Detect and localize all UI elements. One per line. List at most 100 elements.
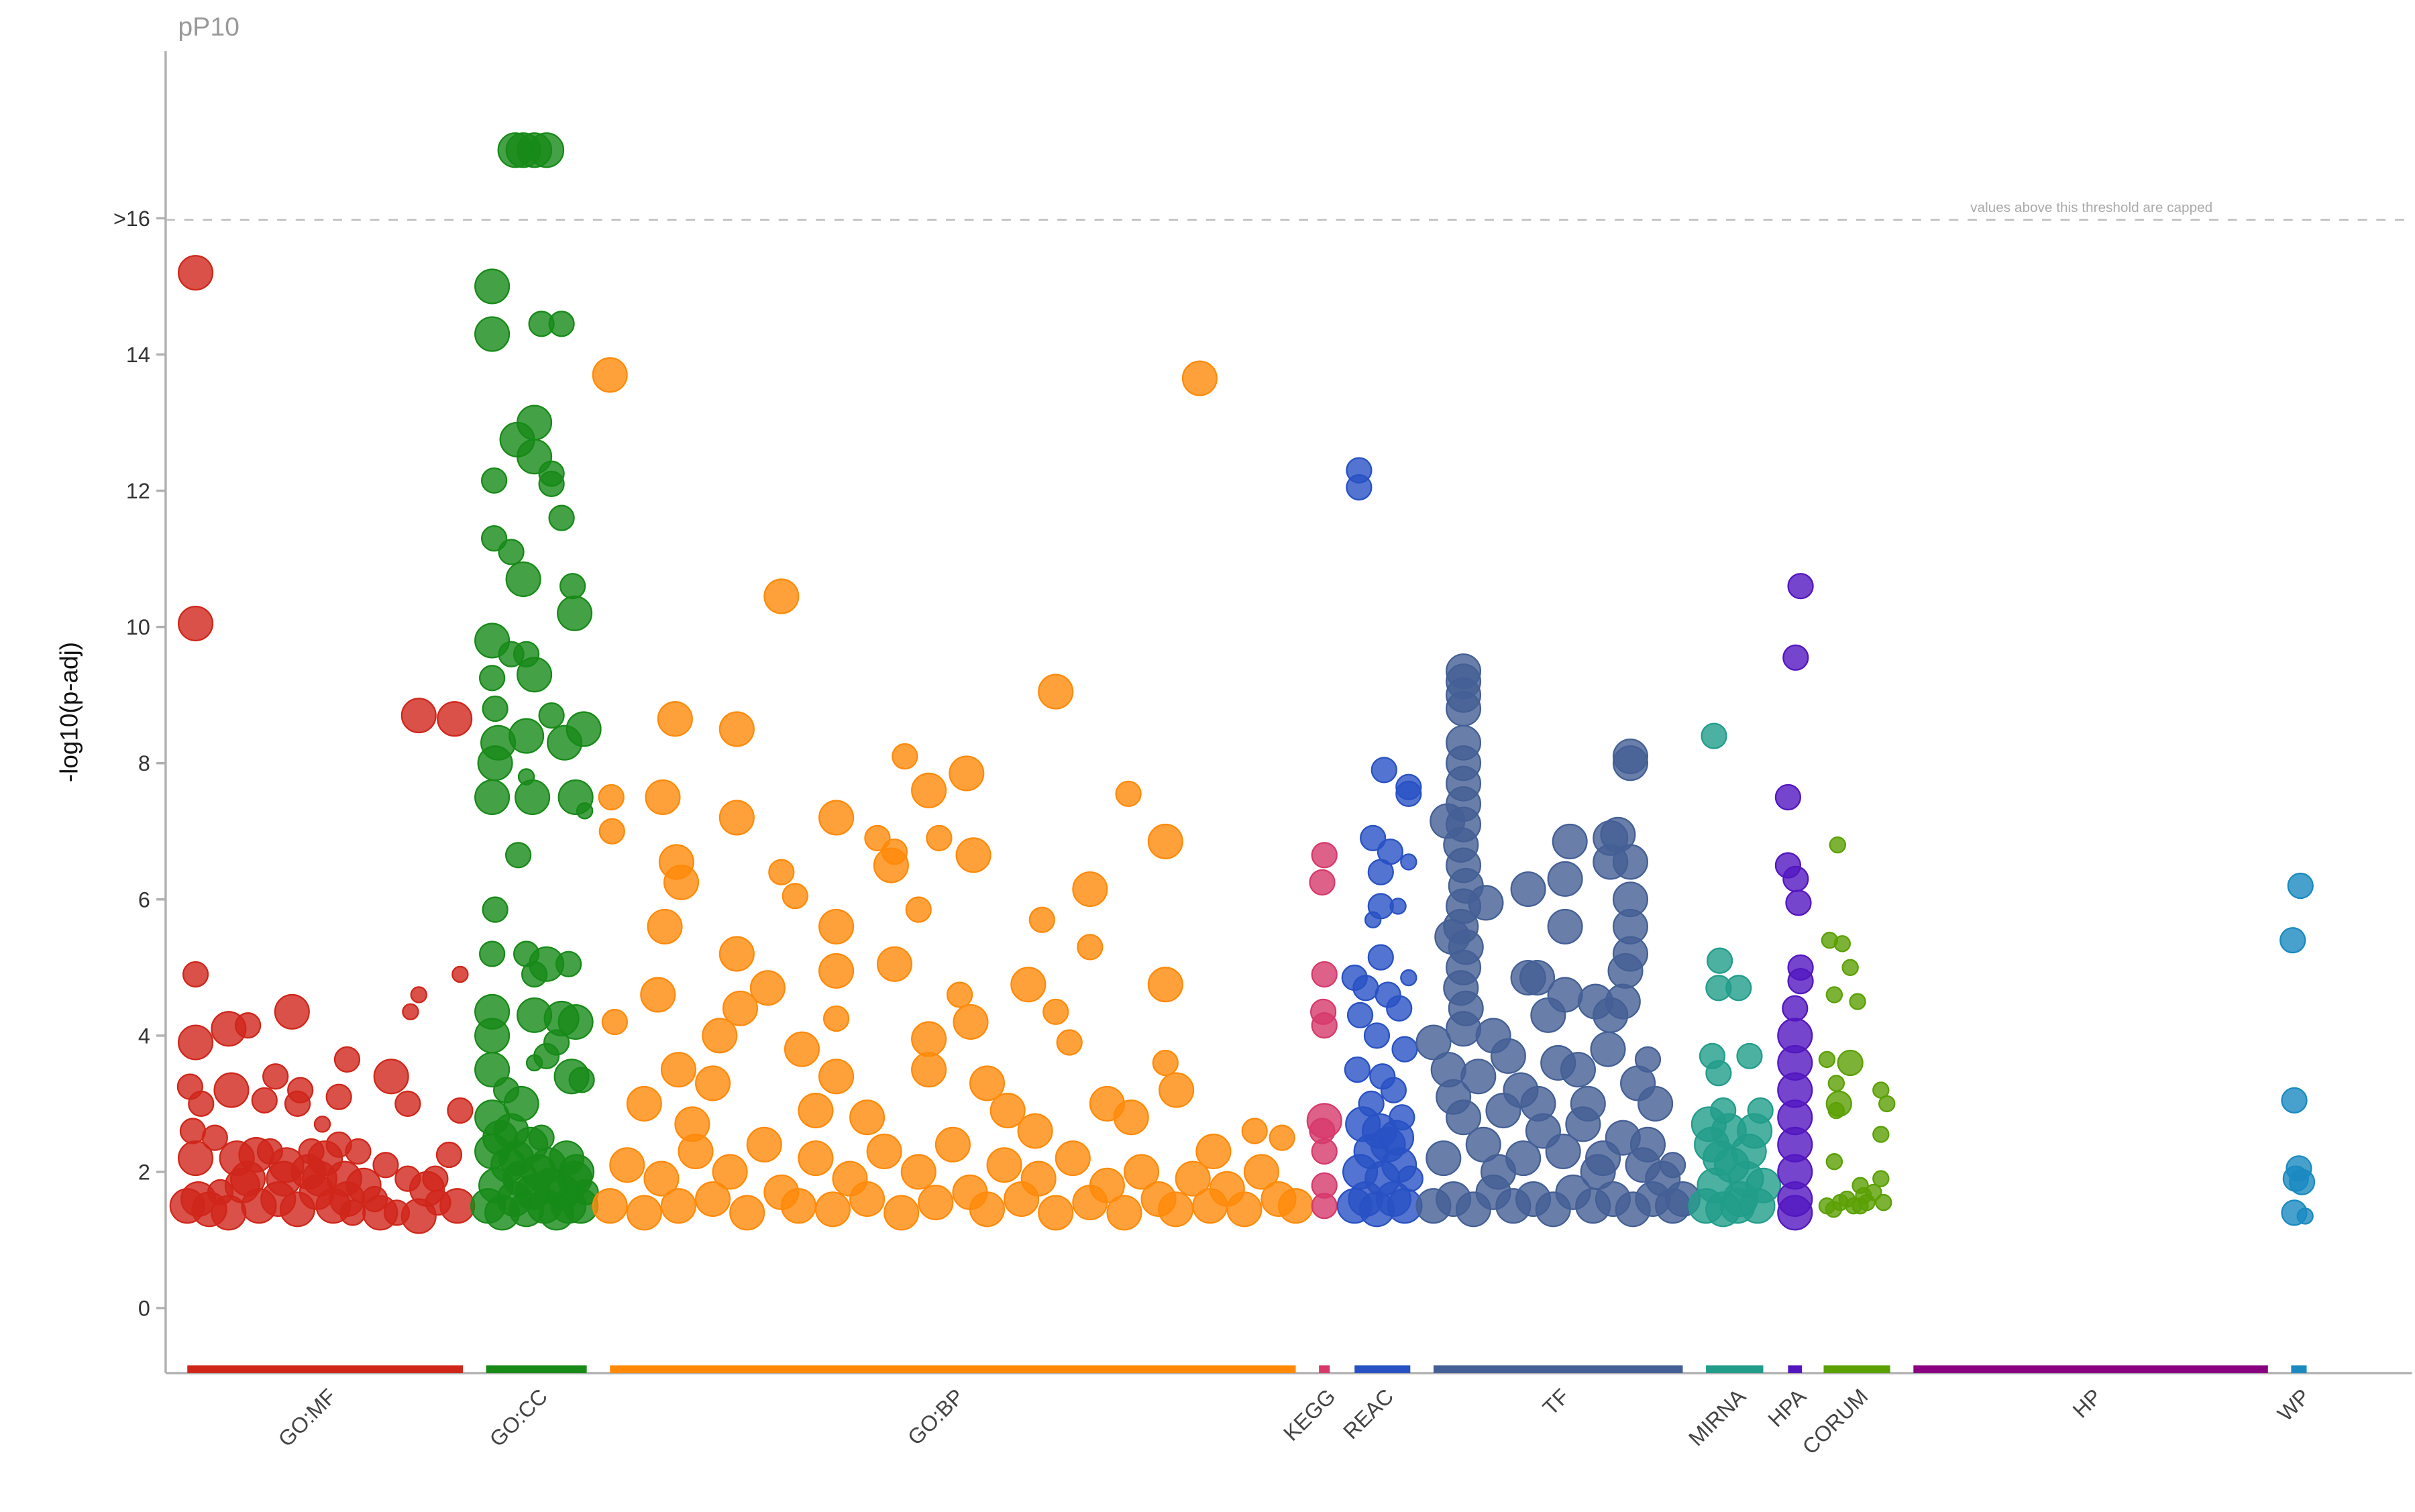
- point-go-cc[interactable]: [576, 802, 594, 820]
- point-go-cc[interactable]: [521, 961, 548, 988]
- point-go-bp[interactable]: [1113, 1099, 1149, 1136]
- point-go-mf[interactable]: [262, 1063, 289, 1090]
- point-go-cc[interactable]: [479, 665, 506, 692]
- point-tf[interactable]: [1415, 1024, 1452, 1061]
- point-go-cc[interactable]: [568, 1067, 595, 1093]
- point-go-bp[interactable]: [864, 824, 891, 852]
- point-go-cc[interactable]: [474, 1018, 511, 1054]
- point-go-bp[interactable]: [626, 1085, 662, 1122]
- point-reac[interactable]: [1386, 995, 1413, 1022]
- point-go-bp[interactable]: [695, 1065, 731, 1101]
- point-go-mf[interactable]: [213, 1072, 250, 1108]
- point-go-bp[interactable]: [818, 908, 855, 944]
- point-tf[interactable]: [1445, 690, 1482, 727]
- point-reac[interactable]: [1346, 474, 1373, 501]
- point-tf[interactable]: [1540, 1044, 1576, 1081]
- point-kegg[interactable]: [1311, 961, 1338, 988]
- point-go-cc[interactable]: [557, 1004, 594, 1040]
- point-go-mf[interactable]: [345, 1138, 372, 1165]
- point-tf[interactable]: [1612, 745, 1648, 781]
- point-go-cc[interactable]: [481, 467, 508, 494]
- point-tf[interactable]: [1593, 844, 1629, 880]
- point-go-cc[interactable]: [477, 745, 513, 781]
- point-go-bp[interactable]: [818, 1059, 855, 1095]
- point-go-bp[interactable]: [818, 800, 855, 836]
- point-corum[interactable]: [1825, 986, 1843, 1004]
- point-go-bp[interactable]: [798, 1140, 834, 1177]
- point-tf[interactable]: [1480, 1154, 1517, 1190]
- point-tf[interactable]: [1552, 823, 1588, 860]
- point-go-bp[interactable]: [798, 1093, 834, 1129]
- point-tf[interactable]: [1430, 1052, 1466, 1088]
- point-hpa[interactable]: [1774, 784, 1802, 811]
- point-hpa[interactable]: [1777, 1195, 1813, 1231]
- point-go-mf[interactable]: [437, 701, 473, 737]
- point-go-bp[interactable]: [1115, 780, 1142, 808]
- point-go-bp[interactable]: [1152, 1049, 1179, 1077]
- point-go-bp[interactable]: [780, 1188, 816, 1224]
- point-go-mf[interactable]: [329, 1181, 366, 1218]
- point-go-bp[interactable]: [911, 1021, 947, 1057]
- point-go-bp[interactable]: [643, 1160, 680, 1197]
- point-go-bp[interactable]: [601, 1008, 629, 1036]
- point-go-cc[interactable]: [482, 896, 508, 923]
- point-tf[interactable]: [1490, 1038, 1526, 1074]
- point-go-bp[interactable]: [1226, 1191, 1263, 1228]
- point-tf[interactable]: [1577, 983, 1613, 1020]
- point-go-mf[interactable]: [410, 986, 427, 1004]
- point-go-bp[interactable]: [814, 1191, 851, 1228]
- point-mirna[interactable]: [1701, 722, 1727, 749]
- point-go-bp[interactable]: [1055, 1140, 1091, 1177]
- point-go-bp[interactable]: [718, 711, 755, 747]
- point-go-bp[interactable]: [1243, 1154, 1279, 1190]
- point-go-cc[interactable]: [529, 132, 565, 168]
- point-kegg[interactable]: [1311, 1012, 1338, 1039]
- point-go-mf[interactable]: [178, 606, 214, 642]
- point-go-mf[interactable]: [372, 1152, 399, 1179]
- point-go-bp[interactable]: [1175, 1160, 1211, 1197]
- point-go-mf[interactable]: [224, 1167, 260, 1203]
- point-go-bp[interactable]: [718, 800, 755, 836]
- point-go-bp[interactable]: [746, 1126, 782, 1163]
- point-go-bp[interactable]: [1159, 1072, 1195, 1108]
- point-go-cc[interactable]: [474, 316, 511, 352]
- point-go-bp[interactable]: [598, 784, 625, 811]
- point-go-mf[interactable]: [422, 1165, 449, 1192]
- point-hpa[interactable]: [1782, 865, 1809, 892]
- point-go-cc[interactable]: [479, 940, 506, 967]
- point-go-cc[interactable]: [525, 1054, 543, 1072]
- point-corum[interactable]: [1872, 1170, 1890, 1187]
- point-go-bp[interactable]: [782, 883, 808, 910]
- point-go-bp[interactable]: [763, 578, 800, 614]
- point-go-bp[interactable]: [1042, 998, 1069, 1025]
- point-wp[interactable]: [2288, 1169, 2316, 1195]
- point-go-bp[interactable]: [934, 1126, 971, 1163]
- point-corum[interactable]: [1875, 1193, 1892, 1211]
- point-tf[interactable]: [1547, 908, 1583, 944]
- point-mirna[interactable]: [1725, 975, 1752, 1002]
- point-tf[interactable]: [1580, 1154, 1616, 1190]
- point-kegg[interactable]: [1309, 869, 1336, 896]
- point-kegg[interactable]: [1311, 1138, 1338, 1165]
- point-go-cc[interactable]: [548, 311, 575, 337]
- point-tf[interactable]: [1607, 953, 1644, 989]
- point-go-mf[interactable]: [284, 1090, 311, 1118]
- point-go-bp[interactable]: [647, 908, 683, 944]
- point-go-bp[interactable]: [609, 1147, 645, 1183]
- point-go-bp[interactable]: [1269, 1124, 1295, 1151]
- point-go-bp[interactable]: [695, 1181, 731, 1218]
- point-go-bp[interactable]: [729, 1195, 765, 1231]
- point-go-bp[interactable]: [969, 1065, 1006, 1101]
- point-corum[interactable]: [1872, 1126, 1890, 1143]
- point-corum[interactable]: [1841, 959, 1859, 977]
- point-go-bp[interactable]: [722, 990, 759, 1026]
- point-go-bp[interactable]: [712, 1154, 748, 1190]
- point-corum[interactable]: [1849, 993, 1866, 1010]
- point-reac[interactable]: [1346, 1002, 1374, 1029]
- point-go-bp[interactable]: [660, 1188, 697, 1224]
- point-go-bp[interactable]: [911, 772, 947, 808]
- point-go-bp[interactable]: [1241, 1118, 1268, 1144]
- point-reac[interactable]: [1367, 859, 1394, 885]
- point-tf[interactable]: [1468, 885, 1504, 921]
- point-go-cc[interactable]: [555, 951, 582, 977]
